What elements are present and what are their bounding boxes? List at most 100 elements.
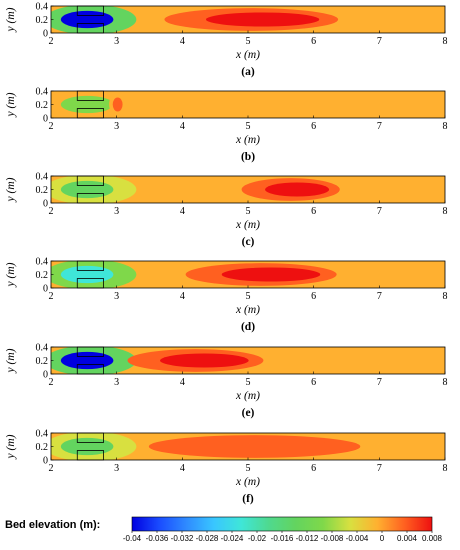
- colorbar-tick-label: -0.032: [171, 534, 194, 543]
- y-tick-label: 0.2: [36, 100, 49, 111]
- y-axis-label: y (m): [5, 177, 17, 202]
- x-tick-label: 2: [49, 377, 54, 388]
- deposition-core: [160, 353, 249, 368]
- y-tick-label: 0.4: [36, 257, 49, 268]
- x-tick-label: 3: [114, 121, 119, 132]
- y-tick-label: 0: [43, 284, 48, 295]
- deposition-core: [112, 97, 123, 112]
- panel-label: (c): [242, 236, 255, 248]
- x-axis-label: x (m): [235, 49, 260, 61]
- bed-elevation-field: [51, 347, 445, 374]
- x-tick-label: 4: [180, 206, 185, 217]
- colorbar-tick-label: -0.04: [123, 534, 142, 543]
- panel-e: 2 3 4 5 6 7 8 0 0.2 0.4 x (m) y (m) (e): [5, 343, 448, 420]
- x-tick-label: 6: [311, 463, 316, 474]
- x-tick-label: 7: [377, 36, 382, 47]
- x-axis-label: x (m): [235, 134, 260, 146]
- x-axis-label: x (m): [235, 390, 260, 402]
- x-tick-label: 2: [49, 463, 54, 474]
- y-tick-label: 0: [43, 199, 48, 210]
- panel-b: 2 3 4 5 6 7 8 0 0.2 0.4 x (m) y (m) (b): [5, 87, 448, 164]
- x-tick-label: 8: [443, 36, 448, 47]
- y-tick-label: 0.2: [36, 15, 49, 26]
- colorbar-title: Bed elevation (m):: [5, 519, 100, 531]
- panel-label: (e): [242, 407, 255, 419]
- colorbar-tick-label: -0.004: [346, 534, 369, 543]
- y-tick-label: 0: [43, 456, 48, 467]
- x-axis-label: x (m): [235, 219, 260, 231]
- x-tick-label: 5: [246, 121, 251, 132]
- x-tick-label: 4: [180, 377, 185, 388]
- x-tick-label: 5: [246, 463, 251, 474]
- colorbar: Bed elevation (m): -0.04 -0.036 -0.032 -0.0…: [5, 516, 443, 543]
- y-tick-label: 0.4: [36, 87, 49, 98]
- x-tick-label: 2: [49, 36, 54, 47]
- bed-elevation-field: [51, 6, 445, 33]
- x-tick-label: 8: [443, 206, 448, 217]
- colorbar-tick-label: -0.024: [221, 534, 244, 543]
- x-tick-label: 4: [180, 291, 185, 302]
- x-tick-label: 5: [246, 206, 251, 217]
- x-tick-label: 5: [246, 377, 251, 388]
- y-tick-label: 0: [43, 114, 48, 125]
- scour-core: [60, 180, 114, 199]
- deposition-core: [205, 12, 320, 27]
- y-axis-label: y (m): [5, 92, 17, 117]
- y-tick-label: 0.4: [36, 429, 49, 440]
- colorbar-tick-label: -0.016: [271, 534, 294, 543]
- x-axis-label: x (m): [235, 476, 260, 488]
- y-tick-label: 0.4: [36, 343, 49, 354]
- x-axis-label: x (m): [235, 304, 260, 316]
- x-tick-label: 4: [180, 36, 185, 47]
- bed-elevation-field: [51, 261, 445, 288]
- colorbar-scale: [131, 516, 433, 532]
- panels-group: 2 3 4 5 6 7 8 0 0.2 0.4 x (m) y (m) (a) 2 3 4 5 6 7 8 0 0.2 0.…: [5, 2, 448, 506]
- y-tick-label: 0: [43, 29, 48, 40]
- x-tick-label: 2: [49, 206, 54, 217]
- y-tick-label: 0: [43, 370, 48, 381]
- panel-label: (a): [241, 66, 255, 78]
- panel-a: 2 3 4 5 6 7 8 0 0.2 0.4 x (m) y (m) (a): [5, 2, 448, 79]
- y-tick-label: 0.2: [36, 270, 49, 281]
- y-tick-label: 0.4: [36, 172, 49, 183]
- scour-core: [60, 265, 114, 284]
- x-tick-label: 6: [311, 291, 316, 302]
- colorbar-tick-label: -0.012: [296, 534, 319, 543]
- colorbar-tick-label: 0: [380, 534, 385, 543]
- x-tick-label: 7: [377, 377, 382, 388]
- y-tick-label: 0.2: [36, 185, 49, 196]
- x-tick-label: 3: [114, 377, 119, 388]
- bed-elevation-field: [51, 91, 445, 118]
- bed-elevation-field: [51, 176, 445, 203]
- colorbar-tick-label: 0.008: [422, 534, 443, 543]
- colorbar-tick-label: -0.02: [248, 534, 267, 543]
- deposition-core: [199, 439, 338, 454]
- x-tick-label: 3: [114, 463, 119, 474]
- x-tick-label: 7: [377, 463, 382, 474]
- x-tick-label: 6: [311, 121, 316, 132]
- colorbar-ticks: -0.04 -0.036 -0.032 -0.028 -0.024 -0.02 -0.016…: [123, 531, 443, 543]
- x-tick-label: 6: [311, 36, 316, 47]
- panel-label: (b): [241, 151, 255, 163]
- deposition-core: [265, 182, 330, 197]
- x-tick-label: 8: [443, 377, 448, 388]
- bed-elevation-field: [51, 433, 445, 460]
- colorbar-tick-label: -0.028: [196, 534, 219, 543]
- panel-d: 2 3 4 5 6 7 8 0 0.2 0.4 x (m) y (m) (d): [5, 257, 448, 334]
- x-tick-label: 3: [114, 36, 119, 47]
- colorbar-tick-label: 0.004: [397, 534, 418, 543]
- panel-label: (f): [242, 493, 254, 505]
- x-tick-label: 7: [377, 291, 382, 302]
- x-tick-label: 2: [49, 121, 54, 132]
- deposition-core: [221, 267, 321, 282]
- x-tick-label: 8: [443, 121, 448, 132]
- x-tick-label: 6: [311, 377, 316, 388]
- y-axis-label: y (m): [5, 348, 17, 373]
- y-axis-label: y (m): [5, 262, 17, 287]
- panel-label: (d): [241, 321, 255, 333]
- y-tick-label: 0.4: [36, 2, 49, 13]
- x-tick-label: 6: [311, 206, 316, 217]
- x-tick-label: 5: [246, 36, 251, 47]
- scour-core: [60, 351, 114, 370]
